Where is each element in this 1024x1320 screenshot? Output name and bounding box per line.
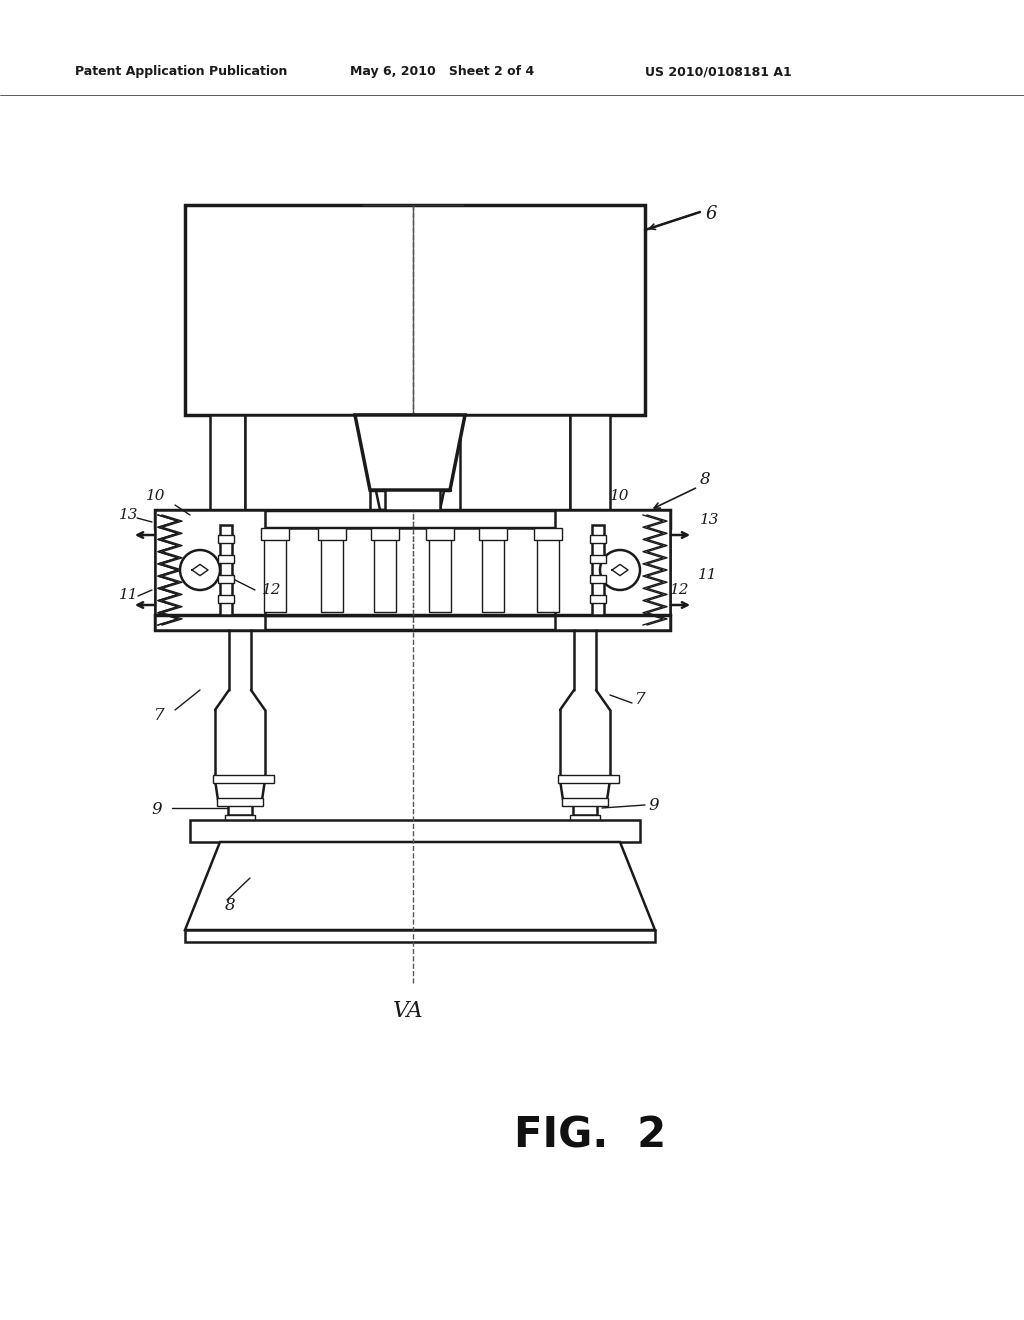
Bar [218,554,234,564]
Bar [318,528,346,540]
Bar [460,414,570,510]
Text: 8: 8 [700,471,711,488]
Bar [155,510,265,630]
Text: 12: 12 [262,583,282,597]
Bar [228,800,252,814]
Bar [590,554,606,564]
Circle shape [600,550,640,590]
Text: 12: 12 [670,583,689,597]
Bar [185,205,645,414]
Bar [371,528,399,540]
Text: US 2010/0108181 A1: US 2010/0108181 A1 [645,66,792,78]
Text: 11: 11 [119,587,138,602]
Bar [479,528,507,540]
Bar [426,528,454,540]
Bar [573,800,597,814]
Bar [590,595,606,603]
Text: 7: 7 [155,706,165,723]
Text: 9: 9 [152,801,162,818]
Circle shape [180,550,220,590]
Text: May 6, 2010   Sheet 2 of 4: May 6, 2010 Sheet 2 of 4 [350,66,535,78]
Bar [429,532,451,612]
Text: Patent Application Publication: Patent Application Publication [75,66,288,78]
Polygon shape [185,842,655,931]
Bar [190,820,640,842]
Text: 8: 8 [225,896,236,913]
Bar [562,799,608,807]
Bar [555,510,670,630]
Text: 6: 6 [705,205,717,223]
Bar [220,525,232,615]
Bar [218,595,234,603]
Text: 10: 10 [145,488,165,503]
Bar [385,490,440,510]
Bar [558,775,618,783]
Bar [218,535,234,543]
Bar [321,532,343,612]
Bar [225,814,255,822]
Bar [537,532,559,612]
Bar [592,525,604,615]
Bar [213,775,274,783]
Bar [217,799,263,807]
Bar [482,532,504,612]
Text: 7: 7 [635,692,645,709]
Bar [155,615,670,630]
Polygon shape [360,414,460,510]
Bar [261,528,289,540]
Text: 9: 9 [648,796,658,813]
Bar [570,414,610,510]
Bar [570,814,600,822]
Text: VA: VA [392,1001,423,1022]
Bar [185,931,655,942]
Text: FIG.  2: FIG. 2 [514,1114,666,1156]
Polygon shape [355,414,465,490]
Text: 13: 13 [119,508,138,521]
Bar [218,576,234,583]
Bar [374,532,396,612]
Bar [590,535,606,543]
Bar [245,414,370,510]
Bar [534,528,562,540]
Bar [155,510,670,528]
Bar [210,414,245,510]
Text: 10: 10 [610,488,630,503]
Bar [264,532,286,612]
Bar [155,528,670,615]
Text: 13: 13 [700,513,720,527]
Bar [590,576,606,583]
Text: 11: 11 [698,568,718,582]
